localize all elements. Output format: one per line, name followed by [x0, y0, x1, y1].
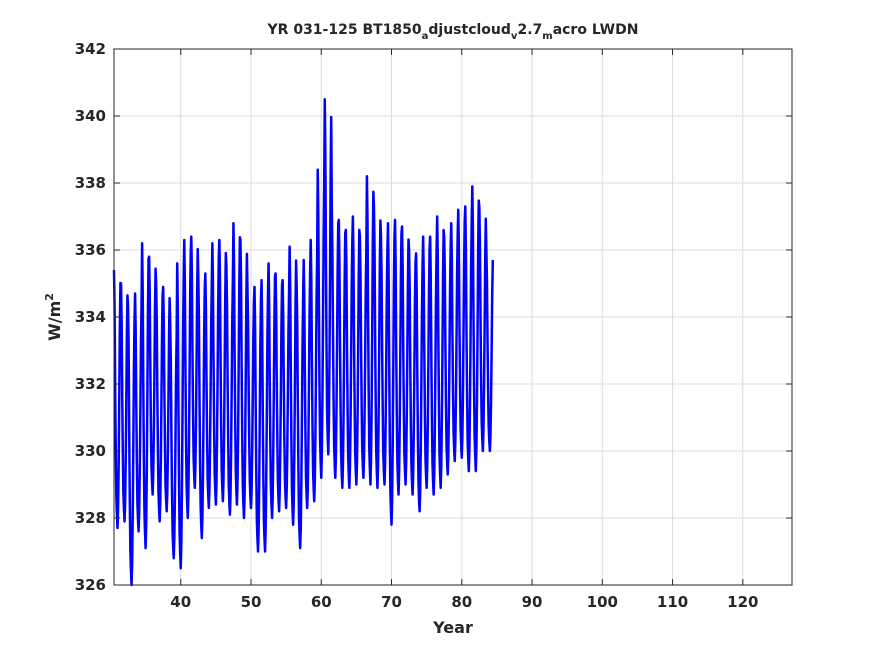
y-tick-label: 330 [75, 442, 106, 460]
x-tick-label: 60 [311, 593, 332, 611]
y-tick-label: 340 [75, 107, 106, 125]
series-line [112, 98, 495, 587]
y-tick-label: 342 [75, 40, 106, 58]
y-axis-ticks: 326 328 330 332 334 336 338 340 342 [75, 40, 792, 594]
series-line-group [112, 98, 495, 587]
y-tick-label: 338 [75, 174, 106, 192]
x-tick-label: 110 [657, 593, 688, 611]
x-tick-label: 70 [381, 593, 402, 611]
y-tick-label: 332 [75, 375, 106, 393]
x-tick-label: 40 [170, 593, 191, 611]
x-tick-label: 120 [727, 593, 758, 611]
y-tick-label: 334 [75, 308, 106, 326]
y-tick-label: 326 [75, 576, 106, 594]
x-axis-ticks: 40 50 60 70 80 90 100 110 120 [170, 49, 758, 611]
x-tick-label: 100 [587, 593, 618, 611]
x-tick-label: 50 [241, 593, 262, 611]
chart-title: YR 031-125 BT1850adjustcloudv2.7macro LW… [267, 22, 639, 42]
x-axis-label: Year [432, 618, 473, 637]
x-tick-label: 90 [522, 593, 543, 611]
y-tick-label: 336 [75, 241, 106, 259]
x-tick-label: 80 [451, 593, 472, 611]
y-tick-label: 328 [75, 509, 106, 527]
y-axis-label: W/m2 [43, 293, 64, 341]
